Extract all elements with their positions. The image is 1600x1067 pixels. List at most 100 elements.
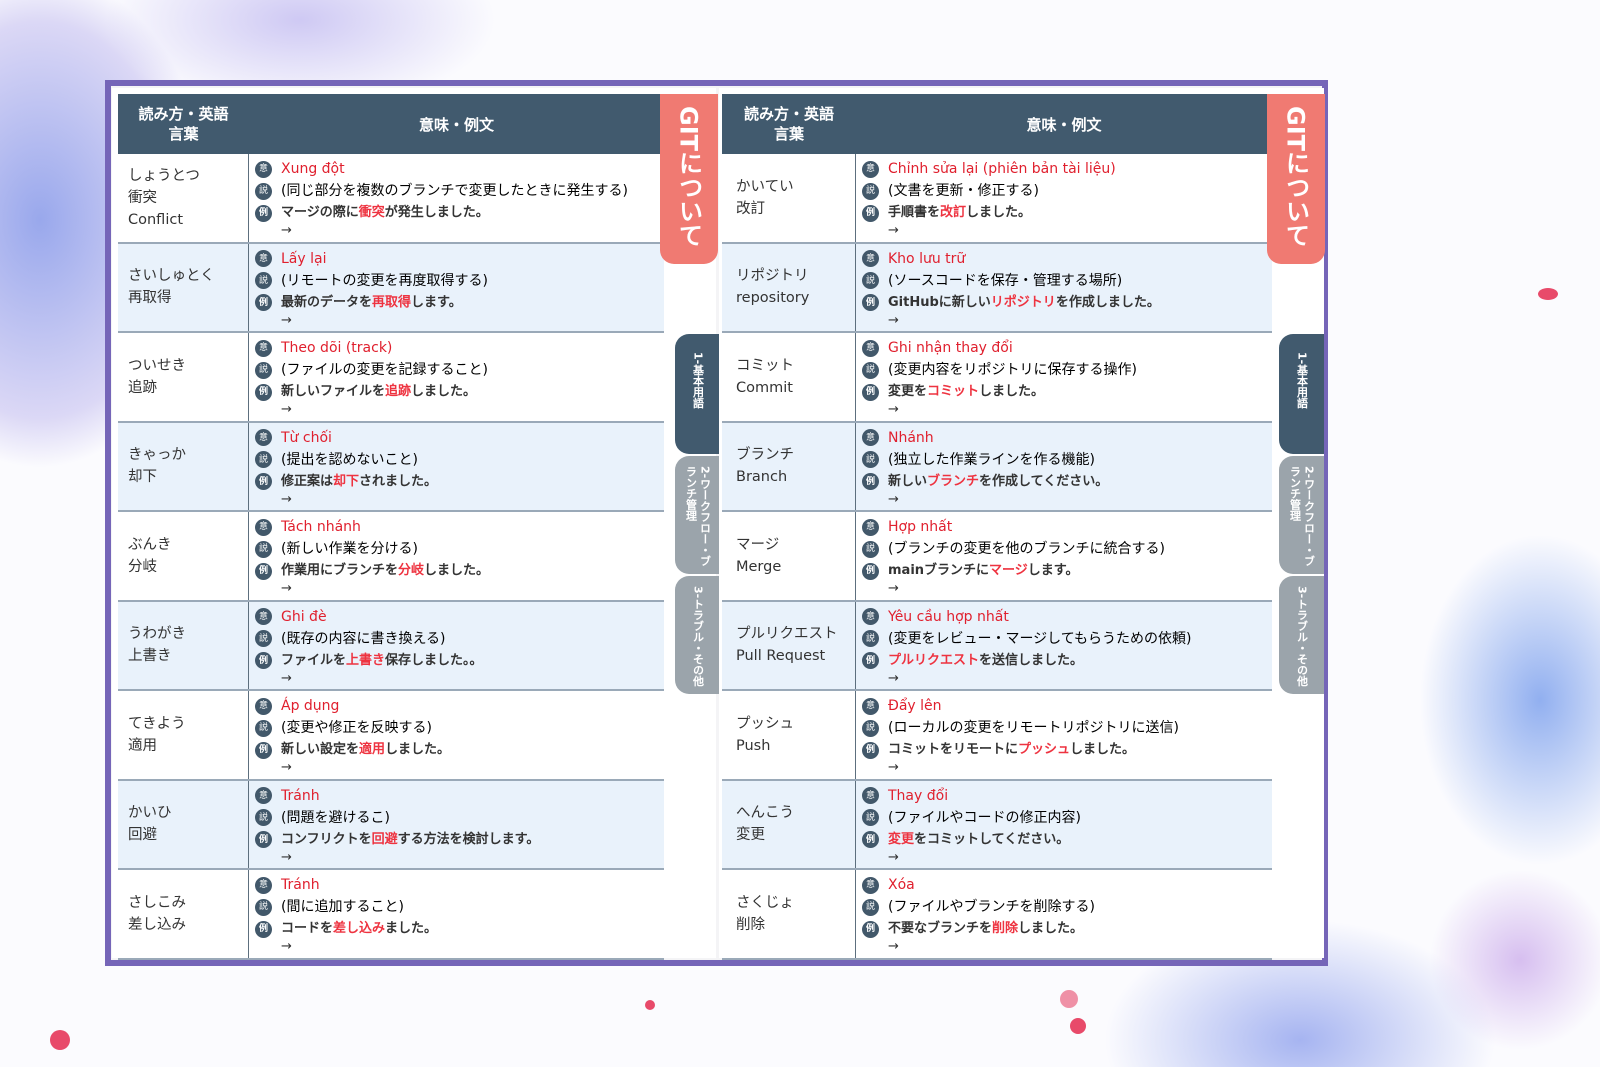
vietnamese-meaning: Từ chối [281, 429, 332, 446]
example-highlight: 改訂 [940, 205, 967, 220]
explanation-line: 説 (ローカルの変更をリモートリポジトリに送信) [862, 717, 1266, 739]
explanation: (間に追加すること) [281, 899, 404, 915]
explain-badge-icon: 説 [862, 809, 879, 826]
translation-arrow: → [281, 849, 292, 865]
explanation: (ローカルの変更をリモートリポジトリに送信) [888, 720, 1179, 736]
explanation-line: 説 (独立した作業ラインを作る機能) [862, 449, 1266, 471]
tab-workflow[interactable]: 2-ワークフロー・ブランチ管理 [675, 456, 720, 574]
example-line: 例新しい設定を 適用 しました。 [255, 739, 658, 761]
term-reading: ぶんき [128, 536, 172, 553]
table-row: うわがき 上書き意 Ghi đè 説 (既存の内容に書き換える) 例ファイルを 上書き 保存… [118, 601, 664, 691]
explanation-line: 説 (ファイルの変更を記録すること) [255, 359, 658, 381]
meaning-badge-icon: 意 [862, 518, 879, 536]
explanation: (ファイルやコードの修正内容) [888, 809, 1081, 826]
vietnamese-meaning: Thay đổi [888, 787, 949, 804]
meaning-line: 意 Ghi đè [255, 606, 658, 628]
term-reading: さしこみ [128, 894, 186, 911]
explain-badge-icon: 説 [862, 898, 879, 916]
translation-arrow: → [281, 760, 292, 775]
meaning-line: 意 Áp dụng [255, 695, 658, 717]
example-pre: 不要なブランチを [888, 921, 993, 936]
explanation-line: 説 (同じ部分を複数のブランチで変更したときに発生する) [255, 180, 658, 202]
explanation: (問題を避けるこ) [281, 809, 390, 826]
example-post: する方法を検討します。 [397, 831, 540, 847]
vietnamese-meaning: Tránh [281, 787, 320, 804]
term-cell: うわがき 上書き [118, 601, 249, 689]
term-english: Conflict [128, 211, 184, 228]
explanation: (ソースコードを保存・管理する場所) [888, 272, 1123, 289]
term-cell: ついせき 追跡 [118, 333, 249, 421]
table-header: 読み方・英語 言葉 意味・例文 [118, 94, 664, 154]
header-reading: 読み方・英語 言葉 [138, 105, 229, 143]
vietnamese-meaning: Tách nhánh [281, 519, 361, 535]
example-line: 例 mainブランチに マージ します。 [862, 560, 1266, 582]
explanation-line: 説 (問題を避けるこ) [255, 807, 658, 829]
explanation: (変更をレビュー・マージしてもらうための依頼) [888, 630, 1192, 647]
example-badge-icon: 例 [255, 294, 272, 311]
tab-git[interactable]: GITについて [660, 94, 718, 264]
explanation: (文書を更新・修正する) [888, 183, 1039, 199]
tab-git[interactable]: GITについて [1267, 94, 1325, 264]
example-line: 例作業用にブランチを 分岐 しました。 [255, 560, 658, 582]
translation-arrow: → [281, 491, 292, 507]
meaning-cell: 意 Từ chối 説 (提出を認めないこと) 例修正案は 却下 されました。 → [249, 423, 664, 511]
meaning-cell: 意 Xóa 説 (ファイルやブランチを削除する) 例不要なブランチを 削除 しました。 → [856, 870, 1272, 958]
left-page: 読み方・英語 言葉 意味・例文 しょうとつ 衝突 Conflict 意 Xung đột… [112, 88, 720, 960]
translation-arrow: → [281, 939, 292, 954]
example-line: 例変更を コミット しました。 [862, 381, 1266, 403]
tab-basic-terms[interactable]: 1-基本用語 [675, 334, 720, 454]
term-reading: プルリクエスト [736, 626, 838, 643]
meaning-badge-icon: 意 [862, 608, 879, 625]
meaning-cell: 意 Hợp nhất 説 (ブランチの変更を他のブランチに統合する) 例 mainブランチ… [856, 512, 1272, 600]
tab-basic-terms[interactable]: 1-基本用語 [1279, 334, 1324, 454]
example-pre: 修正案は [281, 473, 334, 489]
example-badge-icon: 例 [255, 920, 272, 938]
meaning-line: 意 Yêu cầu hợp nhất [862, 606, 1266, 628]
vietnamese-meaning: Tránh [281, 877, 320, 893]
example-highlight: 適用 [359, 742, 386, 757]
explanation-line: 説 (ブランチの変更を他のブランチに統合する) [862, 538, 1266, 560]
example-pre: mainブランチに [888, 563, 990, 578]
example-highlight: 却下 [333, 473, 360, 489]
tab-trouble[interactable]: 3-トラブル・その他 [675, 576, 720, 694]
example-highlight: プルリクエスト [888, 652, 980, 668]
example-line: 例コミットをリモートに プッシュ しました。 [862, 739, 1266, 761]
explanation: (ファイルやブランチを削除する) [888, 899, 1095, 915]
term-reading: ついせき [128, 357, 186, 374]
table-row: かいてい 改訂意 Chỉnh sửa lại (phiên bản tài liệu… [722, 154, 1272, 244]
example-highlight: 追跡 [385, 384, 412, 399]
example-post: しました。 [424, 563, 490, 578]
example-post: します。 [411, 294, 462, 310]
vietnamese-meaning: Ghi nhận thay đổi [888, 340, 1013, 356]
term-cell: きゃっか 却下 [118, 422, 249, 510]
header-meaning: 意味・例文 [1026, 115, 1102, 134]
explain-badge-icon: 説 [255, 630, 272, 647]
tab-trouble[interactable]: 3-トラブル・その他 [1279, 576, 1324, 694]
example-badge-icon: 例 [862, 204, 879, 222]
term-kanji: 却下 [128, 469, 157, 486]
table-row: ついせき 追跡意 Theo dõi (track) 説 (ファイルの変更を記録すること)… [118, 333, 664, 423]
meaning-line: 意 Hợp nhất [862, 516, 1266, 538]
meaning-line: 意 Kho lưu trữ [862, 248, 1266, 270]
meaning-cell: 意 Ghi nhận thay đổi 説 (変更内容をリポジトリに保存する操作) 例変… [856, 333, 1272, 421]
term-cell: かいひ 回避 [118, 780, 249, 868]
meaning-line: 意 Thay đổi [862, 785, 1266, 807]
table-row: コミット Commit 意 Ghi nhận thay đổi 説 (変更内容をリポジトリ… [722, 333, 1272, 423]
term-kanji: 衝突 [128, 189, 157, 206]
meaning-badge-icon: 意 [255, 876, 272, 894]
meaning-cell: 意 Tránh 説 (問題を避けるこ) 例コンフリクトを 回避 する方法を検討します。 → [249, 781, 664, 869]
example-badge-icon: 例 [255, 473, 272, 490]
tab-workflow[interactable]: 2-ワークフロー・ブランチ管理 [1279, 456, 1324, 574]
meaning-line: 意 Tránh [255, 874, 658, 896]
term-cell: へんこう 変更 [722, 780, 856, 868]
term-kanji: 差し込み [128, 916, 186, 933]
explanation-line: 説 (リモートの変更を再度取得する) [255, 270, 658, 292]
meaning-cell: 意 Tránh 説 (間に追加すること) 例コードを 差し込み ました。 → [249, 870, 664, 958]
explanation: (同じ部分を複数のブランチで変更したときに発生する) [281, 183, 628, 199]
example-post: します。 [1027, 563, 1079, 578]
table-row: リポジトリ repository 意 Kho lưu trữ 説 (ソースコードを保存・管… [722, 243, 1272, 333]
meaning-cell: 意 Thay đổi 説 (ファイルやコードの修正内容) 例変更 をコミットしてください。… [856, 781, 1272, 869]
example-highlight: マージ [989, 563, 1028, 578]
meaning-line: 意 Theo dõi (track) [255, 337, 658, 359]
term-reading: リポジトリ [736, 268, 809, 285]
